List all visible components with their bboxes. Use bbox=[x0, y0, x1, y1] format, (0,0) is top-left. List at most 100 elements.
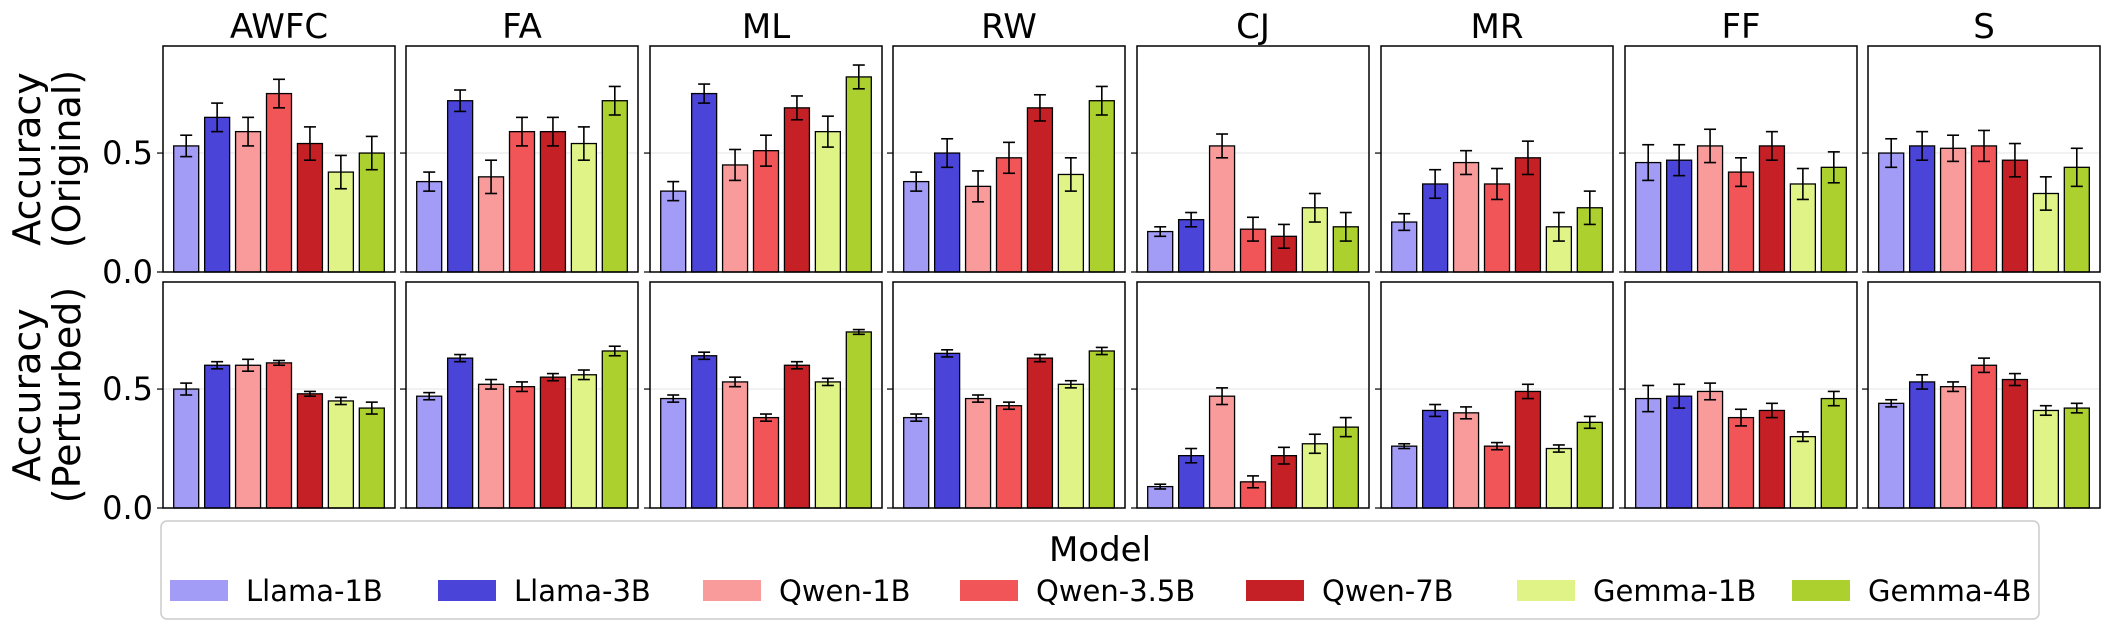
bar-llama-3b bbox=[446, 100, 474, 273]
panel-frame bbox=[405, 281, 639, 509]
panel-frame bbox=[405, 45, 639, 273]
panel-title: AWFC bbox=[230, 7, 328, 47]
bar-qwen-1b bbox=[477, 383, 505, 509]
bar-llama-1b bbox=[1147, 230, 1174, 273]
panel-frame bbox=[1867, 45, 2101, 273]
bar-llama-3b bbox=[1665, 395, 1693, 509]
bar-gemma-4b bbox=[1088, 100, 1115, 273]
legend-swatch-qwen-3-5b bbox=[960, 580, 1018, 601]
bar-qwen-1b bbox=[1452, 412, 1480, 509]
bar-gemma-4b bbox=[1820, 397, 1847, 509]
bar-llama-1b bbox=[1635, 397, 1662, 509]
bar-gemma-1b bbox=[570, 142, 598, 273]
bar-qwen-7b bbox=[539, 130, 567, 273]
y-axis-label: Accuracy bbox=[5, 308, 49, 482]
legend-title: Model bbox=[1049, 530, 1151, 570]
bar-gemma-4b bbox=[601, 100, 628, 273]
legend-label: Llama-3B bbox=[514, 574, 651, 608]
bar-qwen-1b bbox=[964, 397, 992, 509]
bar-llama-1b bbox=[903, 180, 930, 273]
bar-gemma-1b bbox=[814, 130, 842, 273]
bar-llama-1b bbox=[660, 190, 687, 273]
bar-qwen-3-5b bbox=[1483, 445, 1511, 509]
bar-llama-1b bbox=[1391, 445, 1418, 509]
panel-frame bbox=[1624, 45, 1858, 273]
bar-gemma-1b bbox=[1545, 447, 1573, 509]
y-tick-label: 0.0 bbox=[102, 489, 153, 527]
legend-label: Qwen-1B bbox=[779, 574, 911, 608]
bar-llama-3b bbox=[933, 352, 961, 509]
bar-llama-1b bbox=[903, 416, 930, 509]
bar-qwen-7b bbox=[296, 142, 324, 273]
panel-title: MR bbox=[1471, 7, 1524, 47]
bar-qwen-7b bbox=[539, 376, 567, 509]
panel-frame bbox=[649, 281, 883, 509]
panel-title: FF bbox=[1721, 7, 1760, 47]
bar-qwen-3-5b bbox=[508, 130, 536, 273]
bar-gemma-1b bbox=[1789, 435, 1817, 509]
bar-qwen-7b bbox=[296, 393, 324, 509]
bar-llama-3b bbox=[690, 355, 718, 509]
bar-llama-3b bbox=[1177, 219, 1205, 273]
bar-llama-3b bbox=[203, 116, 231, 273]
bar-qwen-7b bbox=[1026, 107, 1054, 273]
legend-swatch-qwen-1b bbox=[703, 580, 761, 601]
bar-qwen-7b bbox=[1514, 390, 1542, 509]
bar-qwen-7b bbox=[2001, 159, 2029, 273]
bar-qwen-3-5b bbox=[995, 157, 1023, 273]
bar-llama-1b bbox=[660, 397, 687, 509]
legend-label: Qwen-3.5B bbox=[1036, 574, 1195, 608]
panel-frame bbox=[1136, 45, 1370, 273]
bar-qwen-1b bbox=[1939, 386, 1967, 509]
panel-title: S bbox=[1973, 7, 1995, 47]
bar-qwen-1b bbox=[234, 364, 262, 509]
legend-label: Gemma-4B bbox=[1868, 574, 2031, 608]
bar-qwen-1b bbox=[1452, 161, 1480, 273]
bar-qwen-7b bbox=[783, 364, 811, 509]
bar-llama-3b bbox=[203, 364, 231, 509]
bar-qwen-1b bbox=[1939, 147, 1967, 273]
panel-frame bbox=[1380, 45, 1614, 273]
bar-qwen-1b bbox=[234, 130, 262, 273]
panel-frame bbox=[1136, 281, 1370, 509]
bar-qwen-1b bbox=[1696, 145, 1724, 273]
legend-label: Llama-1B bbox=[246, 574, 383, 608]
panel-title: CJ bbox=[1236, 7, 1270, 47]
bar-qwen-1b bbox=[1208, 145, 1236, 273]
bar-llama-3b bbox=[1421, 409, 1449, 509]
bar-llama-1b bbox=[1878, 402, 1905, 509]
panel-frame bbox=[892, 45, 1126, 273]
bar-qwen-3-5b bbox=[1727, 416, 1755, 509]
y-tick-label: 0.5 bbox=[102, 370, 153, 408]
bar-llama-1b bbox=[1147, 485, 1174, 509]
bar-qwen-3-5b bbox=[508, 386, 536, 509]
bar-llama-3b bbox=[1908, 145, 1936, 273]
bar-llama-1b bbox=[173, 388, 200, 509]
bar-qwen-3-5b bbox=[265, 362, 293, 509]
bar-qwen-3-5b bbox=[752, 150, 780, 273]
legend-swatch-gemma-4b bbox=[1792, 580, 1850, 601]
bar-qwen-7b bbox=[1758, 409, 1786, 509]
panel-frame bbox=[162, 45, 396, 273]
y-axis-label: Accuracy bbox=[5, 72, 49, 246]
y-tick-label: 0.5 bbox=[102, 134, 153, 172]
panel-frame bbox=[1867, 281, 2101, 509]
bar-llama-3b bbox=[1665, 159, 1693, 273]
bar-gemma-1b bbox=[327, 400, 355, 509]
bar-gemma-1b bbox=[2032, 409, 2060, 509]
legend-swatch-llama-3b bbox=[438, 580, 496, 601]
panel-frame bbox=[1624, 281, 1858, 509]
bar-gemma-1b bbox=[1057, 383, 1085, 509]
bar-qwen-3-5b bbox=[752, 416, 780, 509]
bar-qwen-7b bbox=[2001, 378, 2029, 509]
y-tick-label: 0.0 bbox=[102, 253, 153, 291]
bar-qwen-1b bbox=[1208, 395, 1236, 509]
bar-gemma-4b bbox=[1820, 166, 1847, 273]
bar-qwen-3-5b bbox=[995, 405, 1023, 509]
legend-label: Gemma-1B bbox=[1593, 574, 1756, 608]
bar-qwen-3-5b bbox=[1970, 145, 1998, 273]
bar-llama-3b bbox=[1908, 381, 1936, 509]
bar-llama-3b bbox=[446, 357, 474, 509]
bar-gemma-1b bbox=[814, 381, 842, 509]
